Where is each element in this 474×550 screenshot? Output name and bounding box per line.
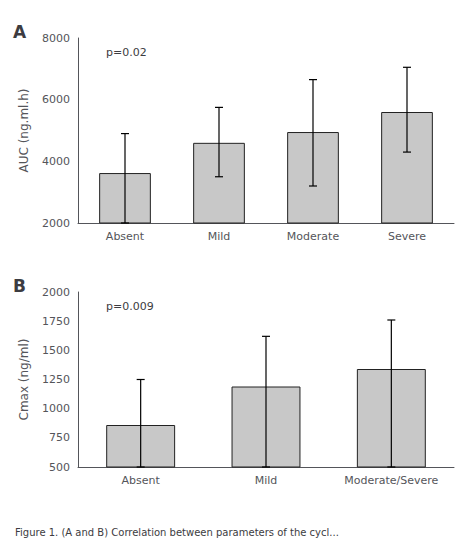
svg-text:AUC (ng.ml.h): AUC (ng.ml.h) (17, 88, 31, 172)
svg-text:2000: 2000 (42, 286, 70, 299)
svg-text:Mild: Mild (208, 230, 231, 243)
svg-text:1750: 1750 (42, 315, 70, 328)
svg-text:p=0.02: p=0.02 (106, 46, 147, 59)
svg-text:1500: 1500 (42, 344, 70, 357)
svg-text:Figure 1. (A and B) Correlatio: Figure 1. (A and B) Correlation between … (15, 527, 339, 538)
svg-text:2000: 2000 (42, 217, 70, 230)
svg-text:750: 750 (49, 431, 70, 444)
svg-text:A: A (13, 22, 27, 42)
svg-text:1250: 1250 (42, 373, 70, 386)
svg-text:Cmax (ng/ml): Cmax (ng/ml) (17, 339, 31, 421)
svg-text:Moderate/Severe: Moderate/Severe (344, 474, 438, 487)
svg-text:Absent: Absent (106, 230, 145, 243)
svg-text:Moderate: Moderate (287, 230, 340, 243)
svg-text:Severe: Severe (388, 230, 426, 243)
svg-text:Mild: Mild (255, 474, 278, 487)
svg-text:500: 500 (49, 461, 70, 474)
svg-text:Absent: Absent (122, 474, 161, 487)
svg-text:6000: 6000 (42, 93, 70, 106)
svg-text:1000: 1000 (42, 402, 70, 415)
svg-text:B: B (13, 276, 26, 296)
svg-text:4000: 4000 (42, 155, 70, 168)
svg-text:p=0.009: p=0.009 (106, 300, 154, 313)
svg-text:8000: 8000 (42, 32, 70, 45)
